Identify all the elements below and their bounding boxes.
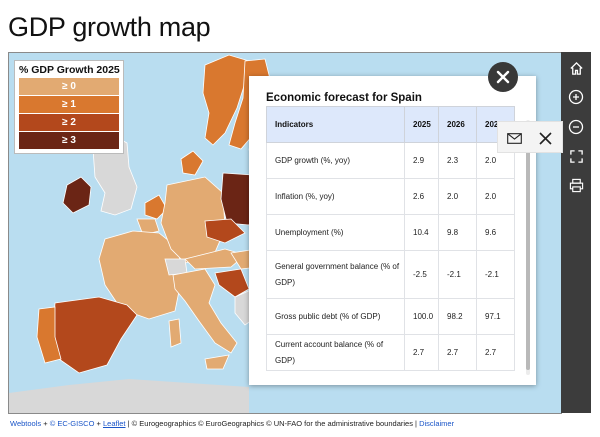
country-norway[interactable] bbox=[202, 54, 250, 146]
header-2025: 2025 bbox=[404, 106, 439, 143]
indicator-cell: Current account balance (% of GDP) bbox=[266, 334, 405, 371]
country-ireland[interactable] bbox=[62, 176, 92, 214]
country-czechia[interactable] bbox=[204, 218, 246, 244]
home-icon bbox=[569, 61, 583, 75]
value-cell: 10.4 bbox=[404, 214, 439, 251]
indicator-cell: Unemployment (%) bbox=[266, 214, 405, 251]
share-x-button[interactable] bbox=[534, 128, 556, 148]
value-cell: 2.9 bbox=[404, 142, 439, 179]
value-cell: 9.6 bbox=[476, 214, 515, 251]
legend-item-3: ≥ 3 bbox=[19, 132, 119, 149]
value-cell: 2.0 bbox=[438, 178, 477, 215]
indicator-cell: General government balance (% of GDP) bbox=[266, 250, 405, 299]
popup-scroll-thumb[interactable] bbox=[526, 150, 530, 370]
country-france[interactable] bbox=[98, 230, 182, 320]
leaflet-link[interactable]: Leaflet bbox=[103, 419, 126, 428]
zoom-out-button[interactable] bbox=[561, 115, 591, 139]
disclaimer-link[interactable]: Disclaimer bbox=[419, 419, 455, 428]
zoom-in-icon bbox=[568, 89, 584, 105]
table-row: Inflation (%, yoy) 2.6 2.0 2.0 bbox=[266, 178, 515, 215]
value-cell: 2.7 bbox=[404, 334, 439, 371]
value-cell: -2.1 bbox=[438, 250, 477, 299]
print-icon bbox=[569, 178, 583, 192]
webtools-link[interactable]: Webtools bbox=[10, 419, 42, 428]
country-netherlands[interactable] bbox=[144, 194, 168, 220]
table-row: Current account balance (% of GDP) 2.7 2… bbox=[266, 334, 515, 371]
value-cell: 2.3 bbox=[438, 142, 477, 179]
value-cell: 2.6 bbox=[404, 178, 439, 215]
country-portugal[interactable] bbox=[36, 306, 62, 364]
share-panel bbox=[497, 121, 563, 153]
map-toolbar bbox=[561, 52, 591, 413]
map-legend: % GDP Growth 2025 ≥ 0 ≥ 1 ≥ 2 ≥ 3 bbox=[14, 60, 124, 154]
close-icon bbox=[496, 70, 510, 84]
indicator-cell: Inflation (%, yoy) bbox=[266, 178, 405, 215]
table-row: Gross public debt (% of GDP) 100.0 98.2 … bbox=[266, 298, 515, 335]
attribution-text: | © Eurogeographics © EuroGeographics © … bbox=[127, 419, 417, 428]
fullscreen-button[interactable] bbox=[561, 144, 591, 168]
value-cell: -2.1 bbox=[476, 250, 515, 299]
zoom-out-icon bbox=[568, 119, 584, 135]
north-africa bbox=[9, 379, 249, 413]
value-cell: 2.7 bbox=[438, 334, 477, 371]
footer-plus: + bbox=[43, 419, 48, 428]
value-cell: 100.0 bbox=[404, 298, 439, 335]
zoom-in-button[interactable] bbox=[561, 85, 591, 109]
country-croatia[interactable] bbox=[214, 268, 250, 298]
indicator-cell: GDP growth (%, yoy) bbox=[266, 142, 405, 179]
value-cell: 9.8 bbox=[438, 214, 477, 251]
popup-title: Economic forecast for Spain bbox=[266, 92, 422, 104]
value-cell: 2.7 bbox=[476, 334, 515, 371]
table-row: GDP growth (%, yoy) 2.9 2.3 2.0 bbox=[266, 142, 515, 179]
indicator-cell: Gross public debt (% of GDP) bbox=[266, 298, 405, 335]
legend-item-0: ≥ 0 bbox=[19, 78, 119, 95]
print-button[interactable] bbox=[561, 173, 591, 197]
header-2026: 2026 bbox=[438, 106, 477, 143]
close-popup-button[interactable] bbox=[488, 62, 518, 92]
ec-gisco-link[interactable]: © EC-GISCO bbox=[49, 419, 95, 428]
country-belgium[interactable] bbox=[136, 218, 160, 236]
x-icon bbox=[538, 131, 552, 145]
forecast-table: Indicators 2025 2026 2027 GDP growth (%,… bbox=[266, 106, 515, 371]
fullscreen-icon bbox=[569, 149, 583, 163]
country-sardinia[interactable] bbox=[168, 318, 182, 348]
mail-icon bbox=[506, 132, 522, 144]
value-cell: 98.2 bbox=[438, 298, 477, 335]
header-indicators: Indicators bbox=[266, 106, 405, 143]
map-attribution: Webtools + © EC-GISCO + Leaflet | © Euro… bbox=[10, 419, 454, 428]
table-row: Unemployment (%) 10.4 9.8 9.6 bbox=[266, 214, 515, 251]
home-button[interactable] bbox=[561, 56, 591, 80]
page-title: GDP growth map bbox=[8, 12, 211, 42]
country-denmark[interactable] bbox=[180, 150, 204, 176]
legend-item-1: ≥ 1 bbox=[19, 96, 119, 113]
country-italy[interactable] bbox=[172, 268, 238, 354]
country-sicily[interactable] bbox=[204, 354, 230, 370]
share-mail-button[interactable] bbox=[503, 128, 525, 148]
value-cell: -2.5 bbox=[404, 250, 439, 299]
forecast-popup: Economic forecast for Spain Indicators 2… bbox=[249, 76, 536, 385]
country-spain[interactable] bbox=[52, 296, 138, 374]
legend-item-2: ≥ 2 bbox=[19, 114, 119, 131]
table-row: General government balance (% of GDP) -2… bbox=[266, 250, 515, 299]
footer-plus: + bbox=[96, 419, 101, 428]
value-cell: 97.1 bbox=[476, 298, 515, 335]
value-cell: 2.0 bbox=[476, 178, 515, 215]
legend-title: % GDP Growth 2025 bbox=[19, 64, 120, 76]
